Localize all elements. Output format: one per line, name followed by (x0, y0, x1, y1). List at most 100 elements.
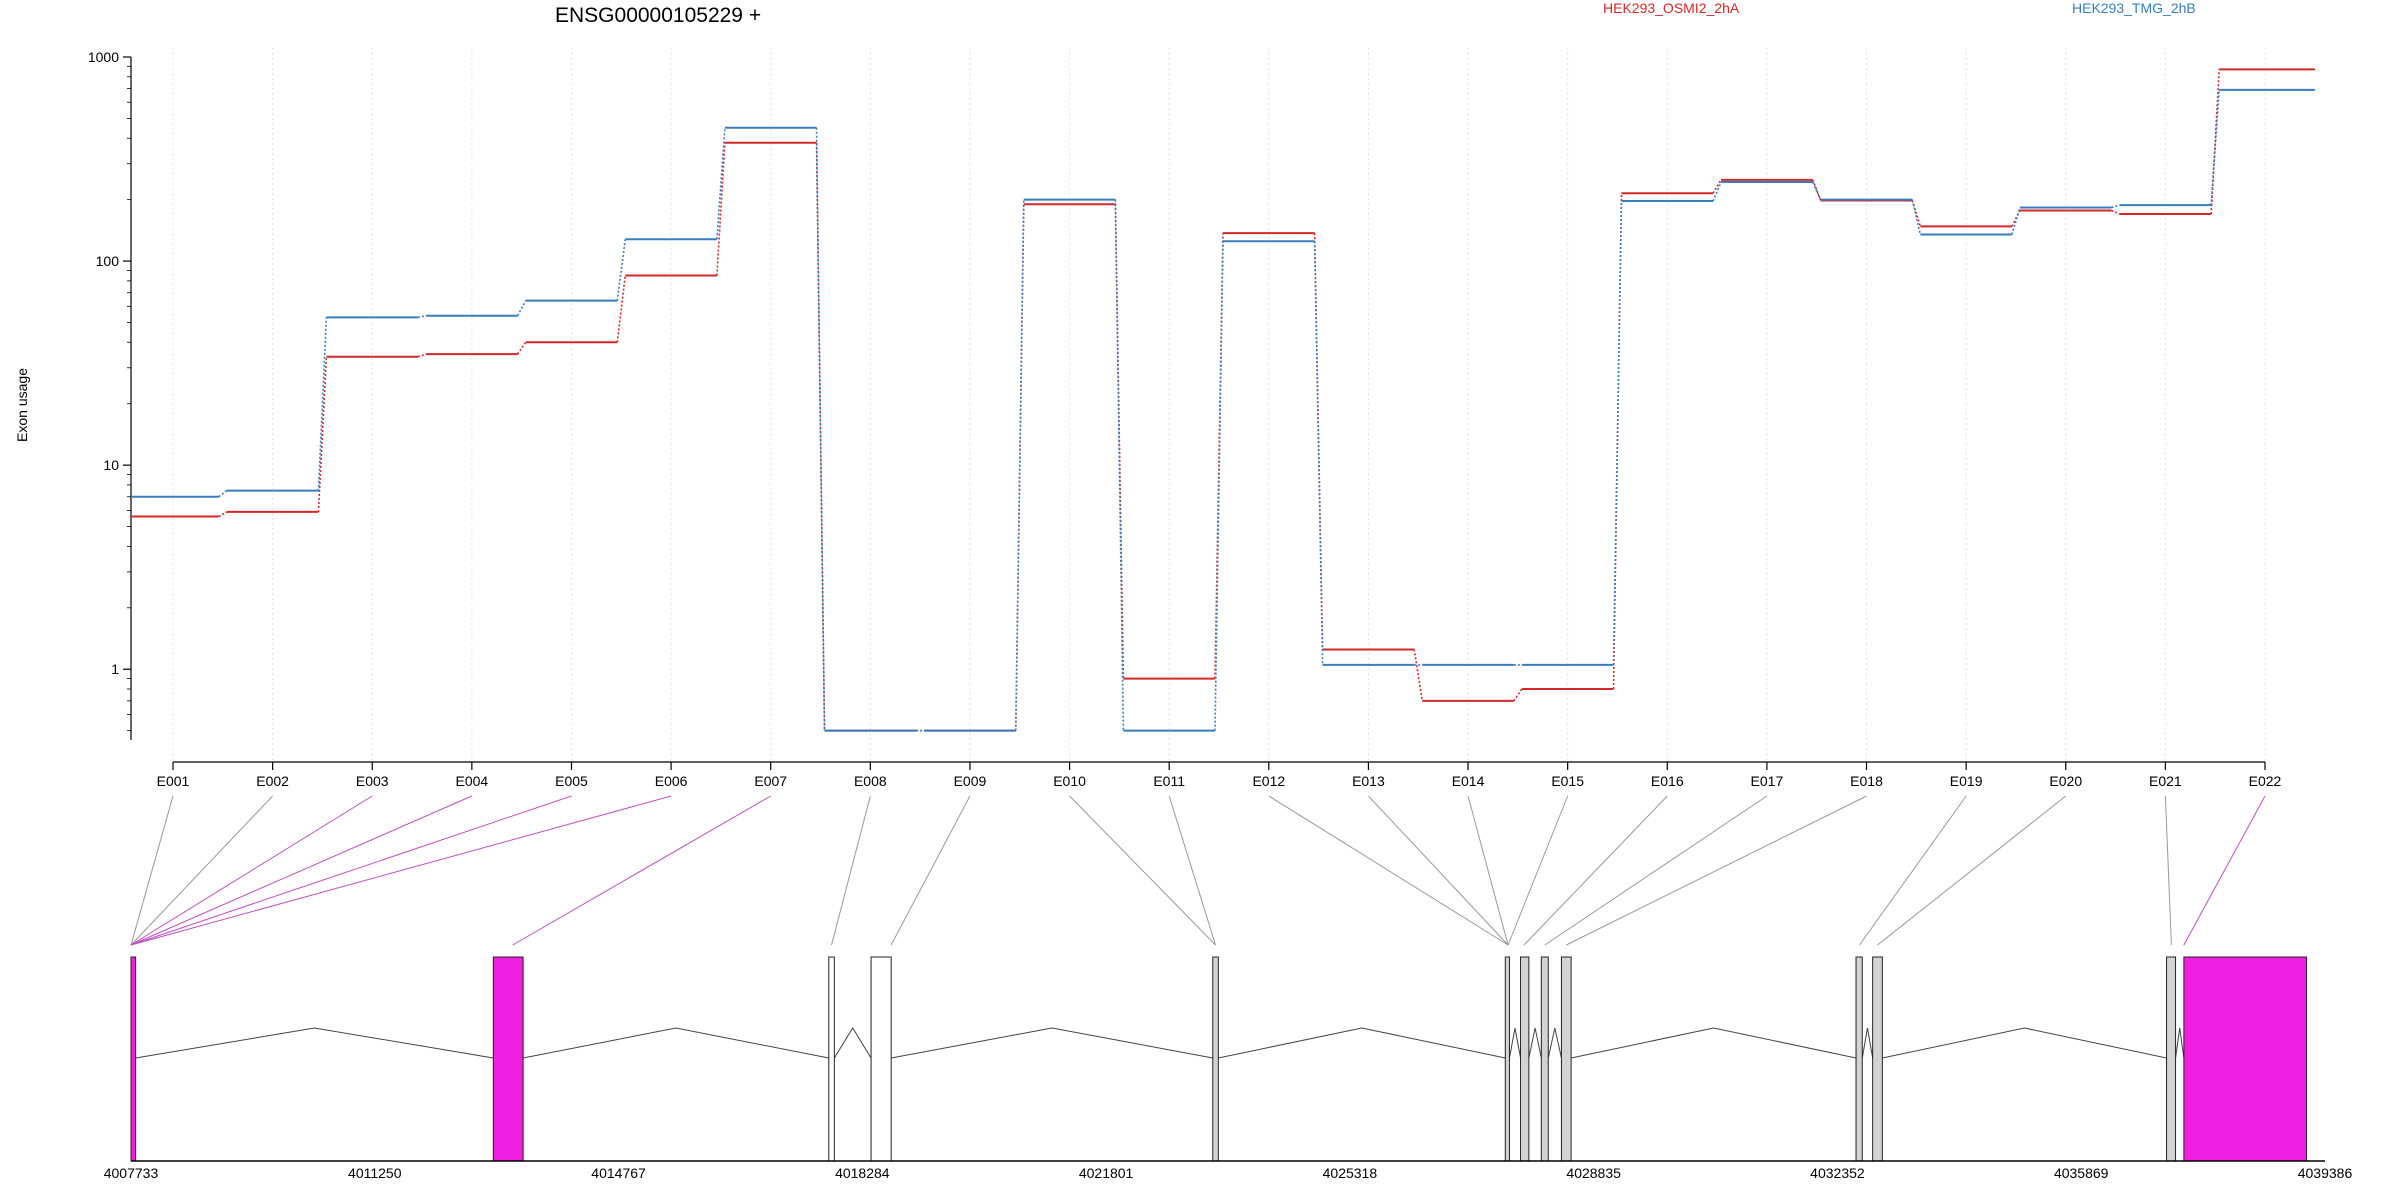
connector-e014 (1467, 795, 1509, 946)
series-connector (1612, 200, 1623, 665)
x-axis: E001 E002 E003 E004 E005 E006 E007 E008 E009 E010… (157, 761, 2282, 789)
x-tick-label-e003: E003 (356, 773, 389, 789)
series-connector (1214, 233, 1224, 679)
series-connector (218, 511, 228, 518)
genomic-coordinate-label: 4035869 (2054, 1165, 2109, 1181)
y-tick-label: 100 (96, 253, 120, 269)
intron-line (1218, 1027, 1506, 1059)
x-tick-label-e005: E005 (555, 773, 588, 789)
x-tick-label-e019: E019 (1950, 773, 1983, 789)
exon-box (870, 956, 892, 1162)
connector-e013 (1368, 795, 1509, 946)
intron-line (1861, 1027, 1874, 1059)
series-connector (1513, 688, 1523, 702)
x-tick-label-e013: E013 (1352, 773, 1385, 789)
series-connector (1911, 199, 1922, 235)
connector-e022 (2183, 795, 2266, 946)
series-connector (815, 127, 826, 731)
x-tick-label-e010: E010 (1053, 773, 1086, 789)
connector-e008 (831, 795, 871, 946)
x-tick-label-e009: E009 (954, 773, 987, 789)
x-tick-label-e014: E014 (1452, 773, 1485, 789)
exon-box (1872, 956, 1883, 1162)
x-tick-label-e001: E001 (157, 773, 190, 789)
genomic-coordinate-label: 4039386 (2298, 1165, 2353, 1181)
series-connector (317, 356, 328, 512)
y-tick-label: 10 (103, 457, 119, 473)
connector-e009 (890, 795, 971, 946)
exon-box (1540, 956, 1549, 1162)
connector-e010 (1069, 795, 1216, 946)
x-tick-label-e006: E006 (655, 773, 688, 789)
series-connector (1114, 199, 1125, 731)
series-connector (1712, 179, 1722, 194)
connector-e012 (1268, 795, 1509, 946)
y-axis: 1 10 100 1000 (88, 49, 132, 740)
vertical-grid (172, 48, 2266, 760)
exon-box (2183, 956, 2308, 1162)
x-tick-label-e016: E016 (1651, 773, 1684, 789)
legend-entry-osmi2: HEK293_OSMI2_2hA (1603, 0, 1740, 16)
y-axis-label: Exon usage (14, 368, 30, 442)
exon-box (2166, 956, 2177, 1162)
exon-box (1520, 956, 1530, 1162)
connector-e003 (130, 795, 373, 946)
connector-e006 (130, 795, 672, 946)
series-connector (218, 490, 228, 498)
series-connector (1014, 204, 1025, 731)
x-tick-label-e017: E017 (1751, 773, 1784, 789)
series-connector (317, 317, 328, 491)
genomic-coordinate-label: 4032352 (1810, 1165, 1865, 1181)
genomic-coordinate-label: 4028835 (1566, 1165, 1621, 1181)
exon-box (1560, 956, 1572, 1162)
x-tick-label-e007: E007 (754, 773, 787, 789)
exon-box (492, 956, 524, 1162)
connector-e020 (1877, 795, 2067, 946)
series-connector (2011, 207, 2021, 235)
genomic-coordinate-label: 4011250 (348, 1165, 402, 1181)
connector-e005 (130, 795, 572, 946)
intron-line (135, 1027, 494, 1059)
genomic-coordinate-label: 4007733 (104, 1165, 159, 1181)
exon-box (1504, 956, 1510, 1162)
x-tick-label-e008: E008 (854, 773, 887, 789)
series-tmg (131, 88, 2315, 732)
connector-e011 (1168, 795, 1217, 946)
connector-e018 (1566, 795, 1867, 946)
intron-line (1547, 1027, 1562, 1059)
series-connector (716, 127, 726, 240)
exon-box (1855, 956, 1863, 1162)
x-tick-label-e021: E021 (2149, 773, 2182, 789)
intron-line (1508, 1027, 1522, 1059)
series-connector (2111, 204, 2120, 209)
connector-e017 (1544, 795, 1768, 946)
series-connector (1413, 649, 1424, 701)
series-connector (1811, 181, 1822, 200)
connector-e019 (1859, 795, 1967, 946)
genomic-coordinate-label: 4014767 (591, 1165, 646, 1181)
chart-title: ENSG00000105229 + (555, 4, 761, 27)
connector-e021 (2164, 795, 2172, 946)
series-connector (716, 142, 726, 276)
series-connector (1014, 199, 1025, 731)
x-tick-label-e004: E004 (456, 773, 489, 789)
connector-e015 (1507, 795, 1569, 946)
series-connector (516, 300, 527, 317)
series-connector (616, 275, 627, 343)
intron-line (2175, 1027, 2185, 1059)
series-osmi2 (131, 68, 2315, 732)
x-tick-label-e012: E012 (1252, 773, 1285, 789)
x-tick-label-e015: E015 (1551, 773, 1584, 789)
series-connector (1313, 241, 1324, 665)
connector-e016 (1523, 795, 1668, 946)
connector-e007 (512, 795, 771, 946)
genomic-coordinate-label: 4025318 (1323, 1165, 1378, 1181)
intron-line (1571, 1027, 1857, 1059)
exon-box (828, 956, 835, 1162)
exon-box (130, 956, 137, 1162)
exon-connectors (130, 795, 2266, 946)
connector-e004 (130, 795, 473, 946)
legend-entry-tmg: HEK293_TMG_2hB (2072, 0, 2196, 16)
connector-e002 (130, 795, 273, 946)
